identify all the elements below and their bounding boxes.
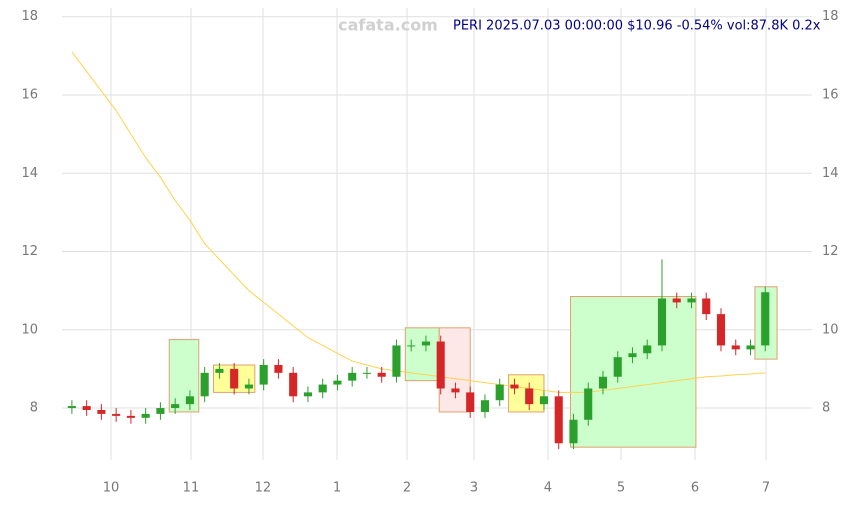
x-tick-label: 4 xyxy=(544,481,552,496)
candle-body xyxy=(141,413,150,418)
candle-body xyxy=(613,357,622,377)
candle-body xyxy=(643,345,652,354)
x-tick-label: 3 xyxy=(470,481,478,496)
candle-body xyxy=(657,298,667,346)
candle-body xyxy=(569,419,578,444)
y-tick-label: 18 xyxy=(21,9,38,24)
y-tick-label-right: 10 xyxy=(822,322,839,337)
x-tick-label: 1 xyxy=(333,481,341,496)
x-tick-label: 7 xyxy=(762,481,770,496)
y-tick-label: 16 xyxy=(21,88,38,103)
candle-body xyxy=(318,384,327,393)
candle-body xyxy=(377,372,386,377)
candle-body xyxy=(716,314,726,346)
candle-body xyxy=(82,406,91,410)
candle-body xyxy=(274,365,283,373)
candle-body xyxy=(598,376,608,389)
y-tick-label-right: 16 xyxy=(822,88,839,103)
candle-body xyxy=(156,408,165,414)
candle-body xyxy=(259,365,268,385)
y-tick-label: 8 xyxy=(30,401,38,416)
candle-body xyxy=(244,384,253,389)
candle-body xyxy=(348,372,357,381)
candle-body xyxy=(97,410,106,414)
y-tick-label-right: 18 xyxy=(822,9,839,24)
candle-body xyxy=(185,396,194,405)
candle-body xyxy=(362,372,371,374)
candle-body xyxy=(333,380,342,385)
y-tick-label-right: 8 xyxy=(822,401,830,416)
x-tick-label: 6 xyxy=(691,481,699,496)
candle-body xyxy=(112,413,121,416)
candle-body xyxy=(628,353,637,358)
candle-body xyxy=(584,388,593,420)
candle-body xyxy=(407,345,416,347)
candle-body xyxy=(230,368,239,389)
candle-body xyxy=(761,292,770,346)
candle-body xyxy=(289,372,298,397)
candle-body xyxy=(67,406,76,409)
moving-average xyxy=(71,51,766,393)
chart-title: PERI 2025.07.03 00:00:00 $10.96 -0.54% v… xyxy=(453,19,821,34)
y-tick-label: 10 xyxy=(21,322,38,337)
y-tick-label: 14 xyxy=(21,166,38,181)
candle-body xyxy=(539,396,549,405)
candle-body xyxy=(510,384,519,389)
y-tick-label-right: 14 xyxy=(822,166,839,181)
candle-body xyxy=(731,345,740,350)
x-tick-label: 5 xyxy=(617,481,625,496)
x-tick-label: 11 xyxy=(183,481,200,496)
candle-body xyxy=(215,368,224,373)
candle-body xyxy=(495,384,504,401)
candle-body xyxy=(451,388,460,393)
zone xyxy=(168,339,200,413)
zone xyxy=(570,296,697,448)
candle-body xyxy=(436,341,445,389)
candle-body xyxy=(171,404,180,409)
x-tick-label: 12 xyxy=(255,481,272,496)
x-tick-label: 2 xyxy=(403,481,411,496)
candle-body xyxy=(525,388,534,405)
candle-body xyxy=(554,396,563,444)
candle-body xyxy=(672,298,681,303)
zone xyxy=(404,327,440,382)
candle-body xyxy=(126,415,135,418)
watermark: cafata.com xyxy=(338,16,438,35)
y-tick-label: 12 xyxy=(21,244,38,259)
candle-body xyxy=(421,341,431,346)
x-tick-label: 10 xyxy=(103,481,120,496)
candle-body xyxy=(392,345,401,377)
candle-body xyxy=(687,298,696,303)
candle-body xyxy=(746,345,755,350)
candle-body xyxy=(466,392,475,412)
candle-body xyxy=(480,400,490,412)
candle-body xyxy=(200,372,209,397)
y-tick-label-right: 12 xyxy=(822,244,839,259)
candle-body xyxy=(303,392,312,397)
candle-body xyxy=(702,298,711,315)
